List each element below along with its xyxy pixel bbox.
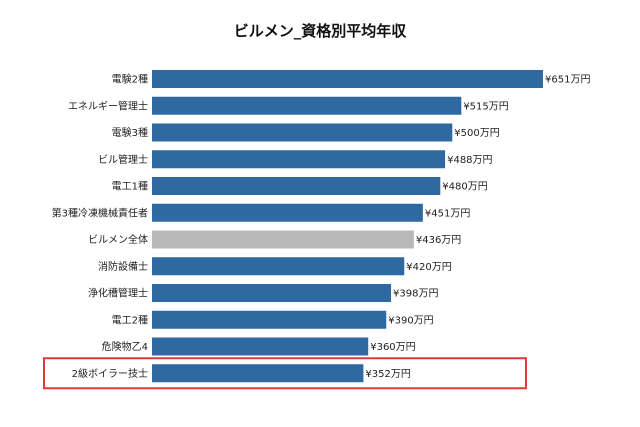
category-label: 電工2種 <box>112 313 148 326</box>
bar <box>152 230 414 249</box>
value-label: ¥500万円 <box>454 128 499 139</box>
bar <box>152 96 462 115</box>
bar <box>152 203 423 222</box>
category-label: 消防設備士 <box>98 260 148 273</box>
value-label: ¥488万円 <box>447 155 492 166</box>
category-label: 2級ボイラー技士 <box>72 367 148 380</box>
category-label: 第3種冷凍機械責任者 <box>52 206 148 219</box>
bar <box>152 284 392 302</box>
bar <box>152 310 387 329</box>
bar <box>152 123 453 142</box>
value-label: ¥651万円 <box>545 75 590 86</box>
bar <box>152 70 543 88</box>
bar <box>152 150 446 169</box>
category-label: 危険物乙4 <box>102 340 148 353</box>
bar <box>152 177 441 195</box>
bar <box>152 364 364 383</box>
category-label: 電験3種 <box>112 126 148 139</box>
category-label: エネルギー管理士 <box>68 99 148 112</box>
value-label: ¥352万円 <box>365 369 410 380</box>
value-label: ¥515万円 <box>463 101 508 112</box>
value-label: ¥480万円 <box>442 182 487 193</box>
bar <box>152 337 369 356</box>
value-label: ¥451万円 <box>425 208 470 219</box>
category-label: 電験2種 <box>112 73 148 86</box>
category-label: 浄化槽管理士 <box>88 287 148 300</box>
chart-title: ビルメン_資格別平均年収 <box>234 22 408 40</box>
value-label: ¥436万円 <box>416 235 461 246</box>
category-label: 電工1種 <box>112 180 148 193</box>
bar <box>152 257 405 276</box>
category-label: ビル管理士 <box>98 153 148 166</box>
value-label: ¥420万円 <box>406 262 451 273</box>
value-label: ¥390万円 <box>388 315 433 326</box>
value-label: ¥360万円 <box>370 342 415 353</box>
value-label: ¥398万円 <box>393 289 438 300</box>
highlight-box <box>43 357 527 390</box>
category-label: ビルメン全体 <box>88 233 148 246</box>
